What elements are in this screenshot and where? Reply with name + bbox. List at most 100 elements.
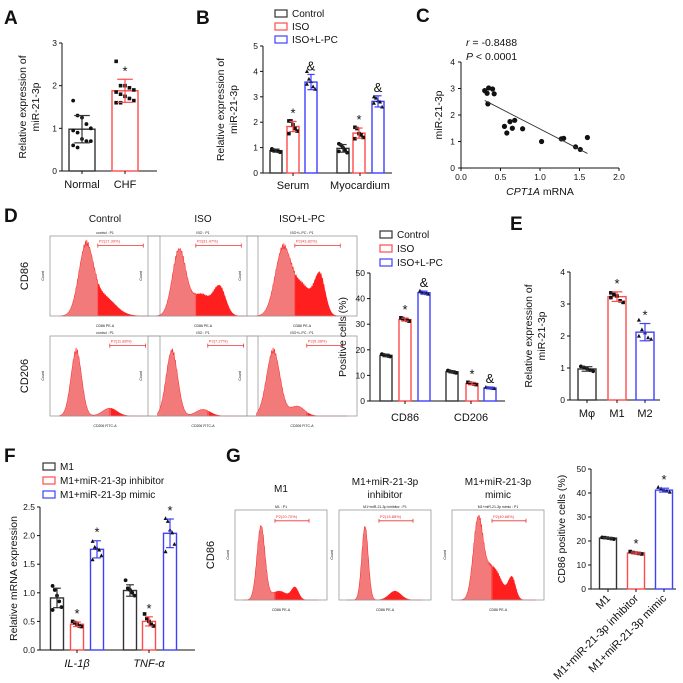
scatter-chart-c: 0.0 0.5 1.0 1.5 2.0 0 1 2 3 4 miR-21-3p CPT1A mRNA r… xyxy=(433,37,625,198)
significance-mark: & xyxy=(374,80,383,95)
data-point xyxy=(373,95,378,100)
data-point xyxy=(378,99,383,104)
data-point xyxy=(163,549,168,554)
y-tick-label: 2 xyxy=(253,117,258,127)
data-point xyxy=(609,295,613,300)
data-point xyxy=(371,94,376,99)
plot-frame xyxy=(49,335,161,417)
data-point xyxy=(361,135,365,140)
y-tick-label: 1.5 xyxy=(23,559,35,569)
flow-histogram: ISO+L-PC : P1 P2(43.82%) CD86 PE-A Count xyxy=(238,231,358,328)
y-tick-label: 0.0 xyxy=(23,645,35,655)
histogram-fill-gated xyxy=(196,284,249,317)
histogram-fill-ungated xyxy=(59,347,111,417)
column-title: ISO+L-PC xyxy=(279,214,325,225)
y-tick-label: 0 xyxy=(450,163,455,173)
y-tick-label: 40 xyxy=(356,294,366,304)
data-point xyxy=(405,318,409,323)
stat-r-value: = -0.8488 xyxy=(470,37,518,49)
data-point xyxy=(591,369,596,374)
data-point xyxy=(359,133,363,137)
data-point xyxy=(90,539,95,543)
plot-frame xyxy=(338,509,432,601)
legend-swatch xyxy=(274,9,288,18)
histogram-fill-ungated xyxy=(459,514,493,601)
y-tick-label: 2.0 xyxy=(23,531,35,541)
y-axis-label: Relative expression of xyxy=(215,58,227,161)
data-point xyxy=(92,544,97,549)
data-point xyxy=(84,139,89,144)
data-point xyxy=(507,119,513,125)
stat-r-symbol: r xyxy=(466,37,470,49)
data-point xyxy=(399,316,403,320)
bar xyxy=(445,371,459,402)
y-axis-label: Relative mRNA expression xyxy=(8,516,20,641)
y-tick-label: 0 xyxy=(52,166,57,176)
y-tick-label: 4 xyxy=(450,57,455,67)
x-axis-label: CD86 PE-A xyxy=(96,324,115,328)
data-point xyxy=(639,327,644,332)
data-point xyxy=(520,126,526,132)
y-axis-label: Count xyxy=(41,371,45,380)
category-label: M1 xyxy=(594,593,613,612)
data-point xyxy=(512,117,518,123)
legend-swatch xyxy=(42,462,56,471)
x-tick-label: 1.0 xyxy=(534,172,546,182)
bar xyxy=(371,100,385,174)
bar-chart-e: 0 1 2 3 4 * * Mφ M1 M2 Relative expression of miR-2… xyxy=(523,267,660,420)
y-tick-label: 1 xyxy=(450,137,455,147)
data-point xyxy=(636,317,641,322)
data-point xyxy=(454,370,458,375)
plot-frame xyxy=(246,335,358,417)
plot-title: M1+miR-21-3p mimic : P1 xyxy=(478,505,519,509)
y-tick-label: 50 xyxy=(577,464,587,474)
data-point xyxy=(609,291,613,295)
data-point xyxy=(388,354,392,359)
data-point xyxy=(509,125,515,131)
x-axis-label: CD86 PE-A xyxy=(293,324,312,328)
significance-mark: * xyxy=(469,366,474,381)
data-point xyxy=(75,130,80,135)
y-tick-label: 1 xyxy=(52,123,57,133)
x-axis-label: CD206 FITC-A xyxy=(191,424,215,428)
histogram-fill-ungated xyxy=(157,247,196,317)
plot-frame xyxy=(147,335,259,417)
bar xyxy=(654,489,674,590)
y-axis-label: Count xyxy=(226,550,230,559)
plot-title: M1+miR-21-3p inhibitor : P1 xyxy=(363,505,407,509)
data-point xyxy=(52,588,57,592)
x-tick-label: 1.5 xyxy=(574,172,586,182)
flow-panel-d: Control ISO ISO+L-PC CD86 CD206 control : P1 P… xyxy=(19,214,358,428)
gate-label: P2(15.88%) xyxy=(380,514,402,519)
y-tick-label: 3 xyxy=(450,84,455,94)
y-tick-label: 50 xyxy=(356,268,366,278)
category-label: M2 xyxy=(637,408,652,420)
category-label: CD86 xyxy=(391,412,419,424)
data-point xyxy=(172,541,177,546)
data-point xyxy=(304,69,309,73)
x-axis-label-rest: mRNA xyxy=(540,186,574,198)
data-point xyxy=(353,136,357,141)
y-tick-label: 40 xyxy=(577,488,587,498)
data-point xyxy=(70,619,75,624)
flow-histogram: M1+miR-21-3p inhibitor : P1 P2(15.88%) CD8… xyxy=(330,505,432,612)
bar xyxy=(417,292,431,402)
data-point xyxy=(612,292,616,297)
bar xyxy=(607,295,627,401)
regression-line xyxy=(484,100,588,154)
data-point xyxy=(71,98,76,103)
data-point xyxy=(97,547,102,552)
y-axis-label: Count xyxy=(139,271,143,280)
category-label: IL-1β xyxy=(64,658,90,670)
plot-title: control : P1 xyxy=(96,331,114,335)
flow-histogram: M1 : P1 P2(20.70%) CD86 PE-A Count xyxy=(226,505,328,612)
y-tick-label: 5 xyxy=(253,41,258,51)
category-label: TNF-α xyxy=(133,658,165,670)
y-tick-label: 3 xyxy=(52,38,57,48)
y-tick-label: 3 xyxy=(560,299,565,309)
y-axis-label: Positive cells (%) xyxy=(337,297,349,377)
column-title: Control xyxy=(89,214,121,225)
data-point xyxy=(490,86,496,92)
flow-histogram: control : P1 P2(17.39%) CD86 PE-A Count xyxy=(41,231,161,328)
legend-swatch xyxy=(42,490,56,499)
